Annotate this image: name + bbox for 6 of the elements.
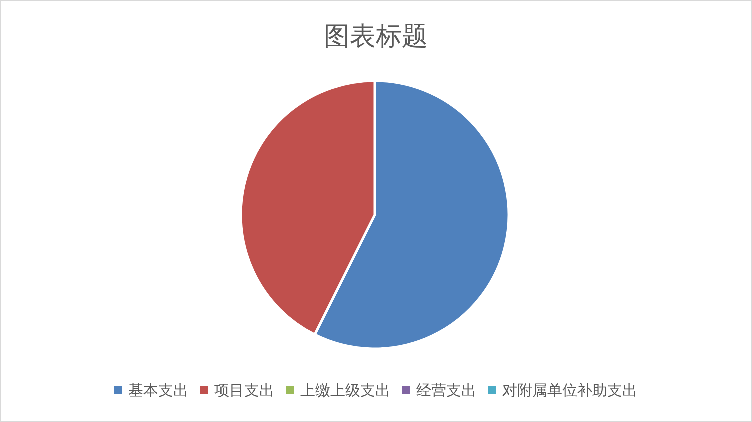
legend-label: 项目支出 bbox=[214, 381, 274, 400]
chart-title: 图表标题 bbox=[324, 22, 428, 52]
legend-label: 基本支出 bbox=[128, 381, 188, 400]
legend-label: 上缴上级支出 bbox=[300, 381, 390, 400]
legend-label: 经营支出 bbox=[416, 381, 476, 400]
legend-label: 对附属单位补助支出 bbox=[502, 381, 638, 400]
